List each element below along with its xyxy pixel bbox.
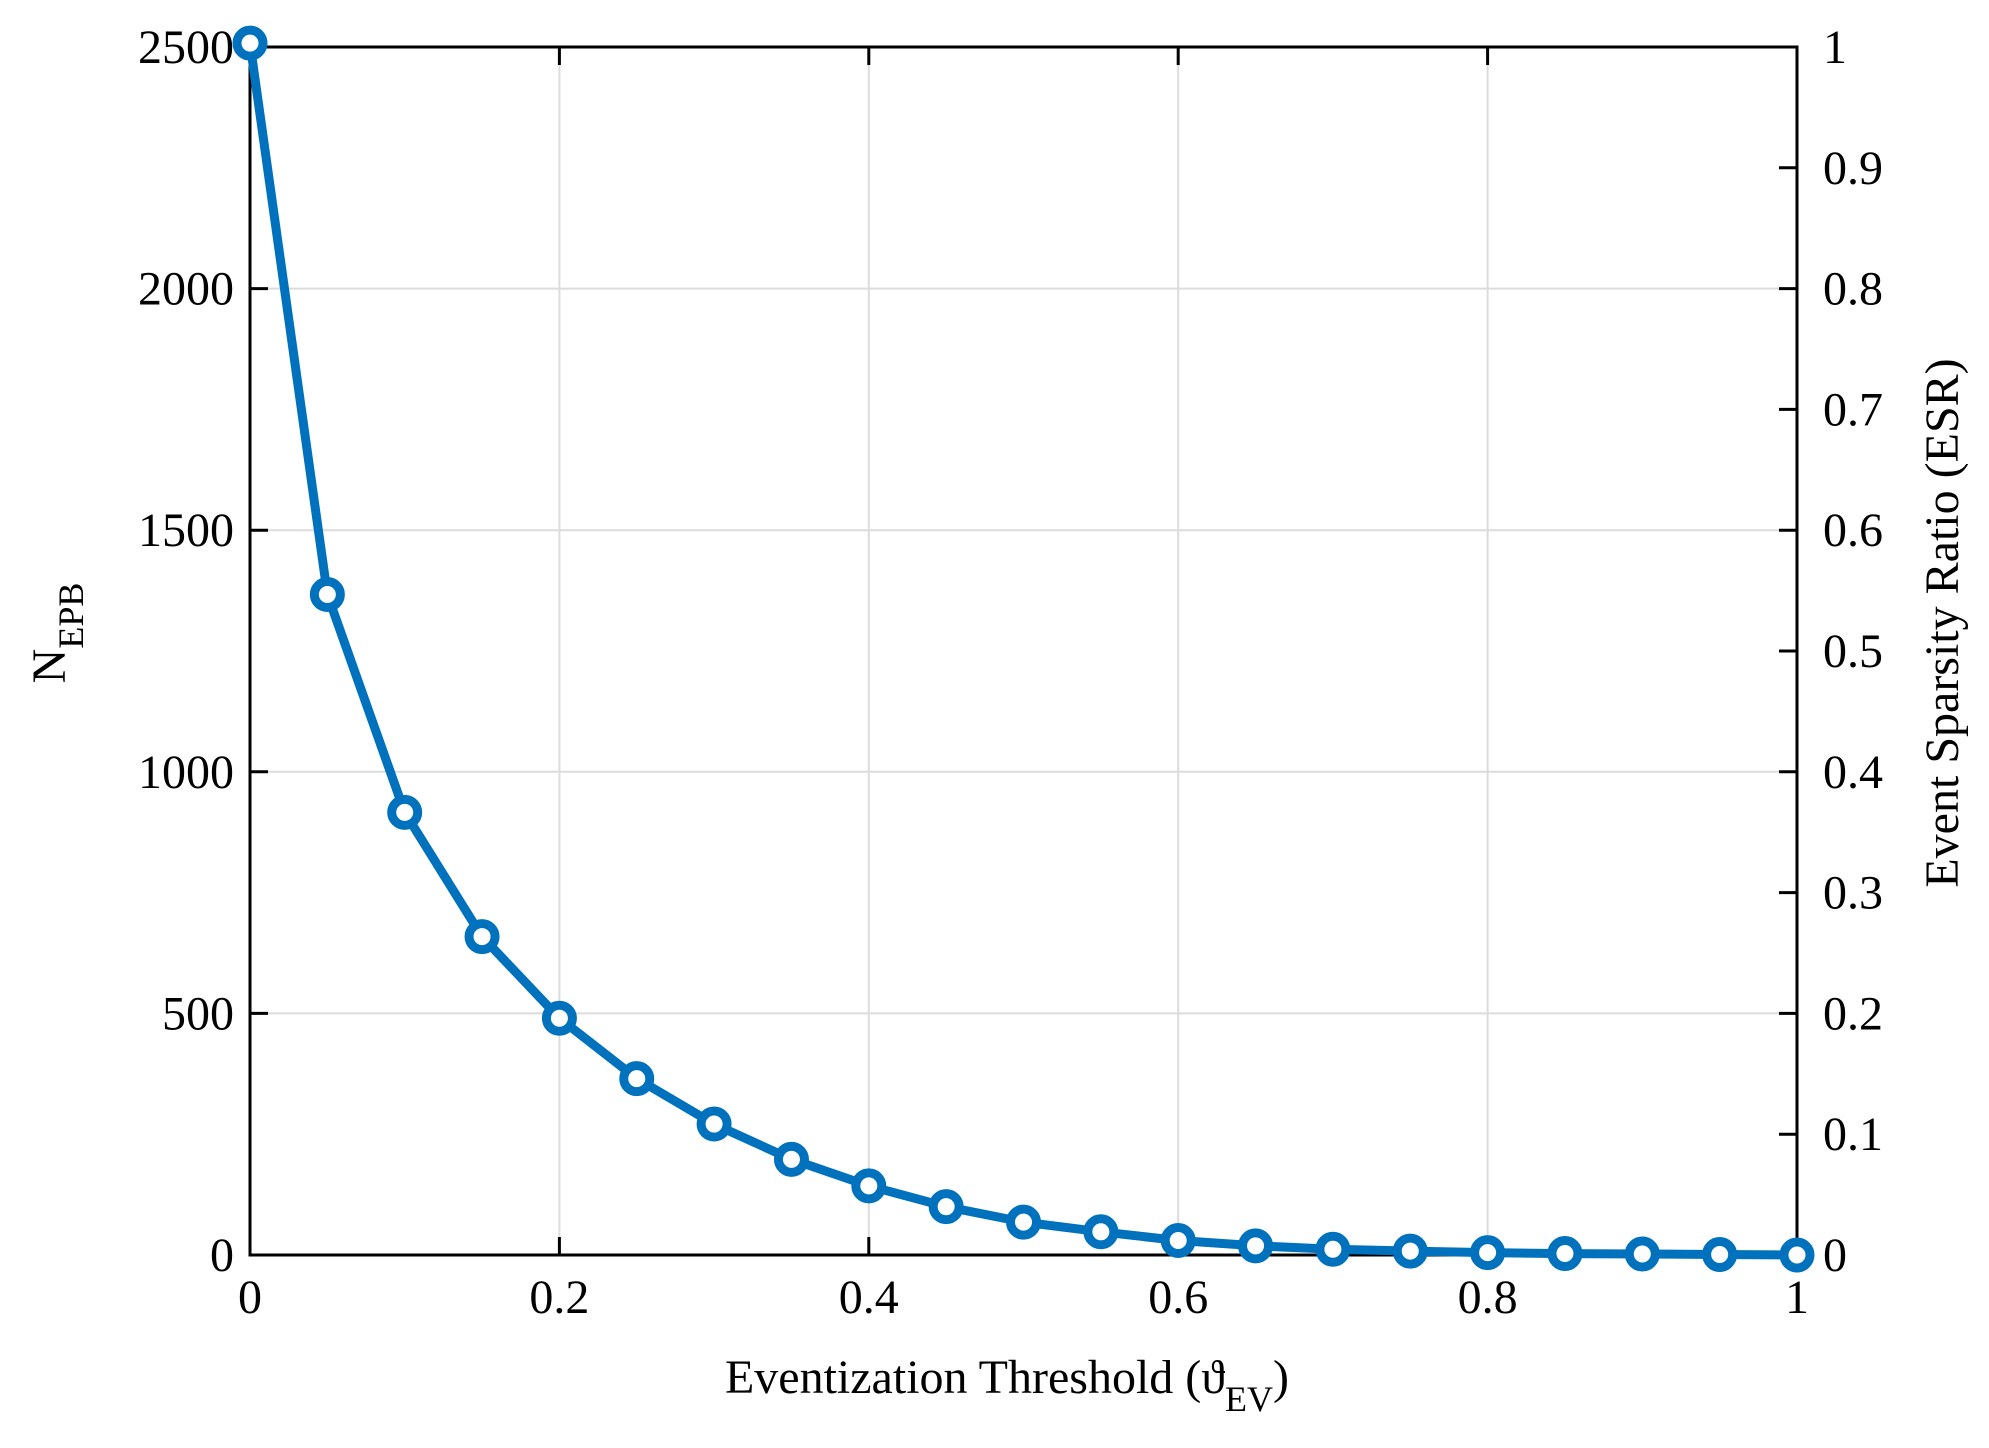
data-point-marker <box>1238 1228 1274 1264</box>
x-tick-label: 0 <box>238 1271 262 1324</box>
y-left-axis-title: NEPB <box>23 583 91 684</box>
y-left-tick-label: 0 <box>210 1229 234 1282</box>
x-tick-label: 1 <box>1785 1271 1809 1324</box>
data-point-marker <box>232 25 268 61</box>
data-point-marker <box>309 576 345 612</box>
series-line <box>245 38 1802 1260</box>
data-point-marker <box>619 1061 655 1097</box>
y-right-axis-title: Event Sparsity Ratio (ESR) <box>1916 358 1969 887</box>
data-point-marker <box>1006 1204 1041 1240</box>
y-left-tick-label: 1000 <box>138 746 234 799</box>
y-left-tick-label: 1500 <box>138 504 234 557</box>
y-left-tick-labels: 0 500 1000 1500 2000 2500 <box>138 21 234 1282</box>
data-point-marker <box>387 794 423 830</box>
y-right-tick-label: 0 <box>1823 1229 1847 1282</box>
data-point-marker <box>1779 1237 1815 1273</box>
data-point-marker <box>1315 1231 1351 1267</box>
y-right-tick-label: 0.3 <box>1823 867 1883 920</box>
data-point-marker <box>1547 1236 1583 1272</box>
y-right-tick-label: 0.9 <box>1823 142 1883 195</box>
x-axis-title: Eventization Threshold (ϑEV) <box>725 1351 1289 1419</box>
y-right-tick-label: 0.5 <box>1823 625 1883 678</box>
y-left-tick-label: 2000 <box>138 263 234 316</box>
data-point-marker <box>1702 1237 1738 1273</box>
data-point-marker <box>1083 1214 1119 1250</box>
data-point-marker <box>1160 1223 1196 1259</box>
x-tick-label: 0.4 <box>839 1271 899 1324</box>
x-tick-label: 0.8 <box>1458 1271 1518 1324</box>
y-right-tick-label: 0.4 <box>1823 746 1883 799</box>
y-left-tick-label: 500 <box>162 987 234 1040</box>
grid-lines <box>250 47 1797 1255</box>
y-left-tick-label: 2500 <box>138 21 234 74</box>
y-right-tick-label: 0.1 <box>1823 1108 1883 1161</box>
x-tick-label: 0.2 <box>529 1271 589 1324</box>
data-point-marker <box>1392 1233 1428 1269</box>
y-right-tick-label: 0.7 <box>1823 383 1883 436</box>
data-point-marker <box>464 919 500 955</box>
y-right-tick-labels: 0 0.1 0.2 0.3 0.4 0.5 0.6 0.7 0.8 0.9 1 <box>1823 21 1883 1282</box>
data-point-marker <box>541 1000 577 1036</box>
data-point-marker <box>851 1168 887 1204</box>
axes-box <box>248 45 1799 1257</box>
data-point-marker <box>928 1189 964 1225</box>
x-tick-label: 0.6 <box>1148 1271 1208 1324</box>
series-group <box>232 25 1815 1273</box>
data-point-marker <box>696 1106 732 1142</box>
x-tick-labels: 0 0.2 0.4 0.6 0.8 1 <box>238 1271 1809 1324</box>
data-point-marker <box>1470 1235 1506 1271</box>
y-right-tick-label: 0.2 <box>1823 987 1883 1040</box>
data-point-marker <box>773 1141 809 1177</box>
y-right-tick-label: 0.6 <box>1823 504 1883 557</box>
y-right-tick-label: 0.8 <box>1823 263 1883 316</box>
data-point-marker <box>1624 1236 1660 1272</box>
y-right-tick-label: 1 <box>1823 21 1847 74</box>
axis-ticks <box>248 45 1799 1257</box>
